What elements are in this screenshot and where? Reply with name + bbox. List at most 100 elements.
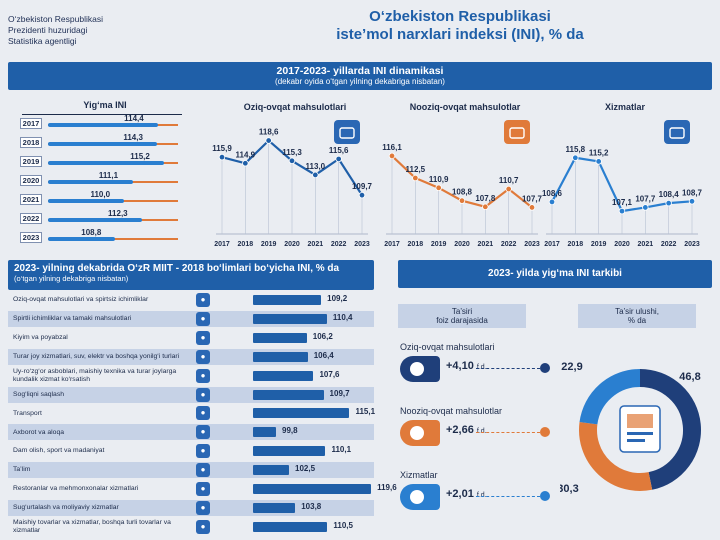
line-chart-tick-label: 2021 (308, 241, 324, 248)
shield-icon: ● (196, 500, 210, 515)
category-label: Restoranlar va mehmonxonalar xizmatlari (13, 485, 139, 493)
line-chart-value-label: 108,6 (542, 189, 563, 198)
shopping-bag-icon-glyph (509, 127, 525, 139)
gauge-icon-center (410, 426, 424, 440)
contribution-list: Oziq-ovqat mahsulotlari +4,10 f.d. Nooziq-… (398, 336, 568, 536)
line-chart-point (458, 197, 466, 204)
line-chart-tick-label: 2018 (568, 241, 584, 248)
line-chart-point (528, 204, 536, 211)
contribution-category-label: Xizmatlar (400, 470, 438, 480)
food-basket-icon (334, 120, 360, 144)
category-row: Transport ● 115,1 (8, 405, 375, 421)
document-chart-icon-line (627, 439, 645, 442)
section-categories-title: 2023- yilning dekabrida O‘zR MIIT - 2018… (14, 263, 340, 274)
year-bar (48, 142, 158, 146)
contribution-value: +2,01 f.d. (446, 488, 487, 500)
category-label: Spirtli ichimliklar va tamaki mahsulotla… (13, 315, 132, 323)
line-chart-point (412, 174, 419, 182)
year-value-label: 112,3 (108, 209, 128, 218)
line-chart-value-label: 116,1 (382, 143, 402, 152)
line-chart-value-label: 112,5 (406, 165, 426, 174)
year-bar (48, 237, 116, 241)
category-value-label: 119,6 (377, 483, 397, 492)
contribution-category-label: Nooziq-ovqat mahsulotlar (400, 406, 503, 416)
shopping-bag-icon (504, 120, 530, 144)
dish-icon: ● (196, 482, 210, 496)
category-label: Turar joy xizmatlari, suv, elektr va bos… (13, 352, 180, 360)
category-value-label: 110,4 (332, 312, 353, 322)
section-dynamics-subtitle: (dekabr oyida o‘tgan yilning dekabriga n… (275, 77, 445, 86)
line-chart-tick-label: 2022 (331, 241, 347, 248)
year-value-label: 114,3 (123, 133, 143, 142)
contribution-unit: f.d. (476, 428, 487, 435)
year-value-label: 108,8 (81, 228, 102, 237)
org-line-3: Statistika agentligi (8, 36, 77, 46)
line-chart-tick-label: 2023 (524, 241, 540, 248)
year-value-label: 115,2 (130, 152, 150, 161)
line-chart-value-label: 115,3 (282, 148, 302, 157)
contribution-unit: f.d. (476, 364, 487, 371)
categories-bar-chart: Oziq-ovqat mahsulotlari va spirtsiz ichi… (8, 292, 397, 538)
line-chart-point (388, 152, 396, 160)
year-value-label: 111,1 (98, 171, 119, 180)
category-bar (253, 332, 307, 343)
line-chart-point (642, 204, 649, 211)
line-chart-value-label: 114,9 (236, 150, 256, 159)
share-column-header: Ta’sir ulushi, % da (578, 304, 696, 328)
services-chart-title: Xizmatlar (604, 102, 646, 112)
document-chart-icon (619, 405, 661, 453)
category-value-label: 109,7 (329, 388, 350, 398)
line-chart-value-label: 118,6 (259, 128, 279, 137)
donut-value-label: 30,3 (560, 483, 579, 495)
category-value-label: 102,5 (295, 464, 316, 474)
category-value-label: 106,4 (313, 350, 334, 360)
line-chart-tick-label: 2022 (661, 241, 677, 248)
share-header-line-1: Ta’sir ulushi, (615, 307, 659, 316)
line-chart-value-label: 115,8 (566, 145, 586, 154)
line-chart-tick-label: 2021 (478, 241, 494, 248)
line-chart-value-label: 107,8 (475, 194, 496, 203)
contribution-connector (476, 432, 540, 433)
food-chart-title: Oziq-ovqat mahsulotlari (243, 102, 347, 112)
category-bar (253, 484, 372, 494)
year-bar (48, 199, 125, 203)
line-chart-value-label: 108,8 (452, 188, 473, 197)
category-label: Transport (13, 409, 42, 417)
line-chart-point (618, 207, 626, 215)
line-chart-value-label: 110,7 (499, 176, 519, 185)
line-chart-tick-label: 2018 (238, 241, 254, 248)
contribution-connector (476, 368, 540, 369)
line-chart-point (288, 157, 296, 165)
category-label: Oziq-ovqat mahsulotlari va spirtsiz ichi… (13, 296, 149, 304)
category-bar (253, 521, 328, 532)
donut-slice (579, 421, 653, 491)
gauge-icon-center (410, 490, 424, 504)
line-chart-point (548, 198, 556, 206)
tools-icon (664, 120, 690, 144)
year-label: 2020 (20, 175, 42, 186)
shirt-icon: ● (196, 330, 210, 345)
nonfood-chart-title: Nooziq-ovqat mahsulotlar (409, 102, 521, 112)
contribution-value: +2,66 f.d. (446, 424, 487, 436)
year-label: 2021 (20, 194, 42, 205)
category-label: Axborot va aloqa (13, 428, 65, 436)
year-value-label: 114,4 (124, 114, 144, 123)
category-row: Uy-ro‘zg‘or asboblari, maishiy texnika v… (8, 368, 374, 384)
section-categories-header: 2023- yilning dekabrida O‘zR MIIT - 2018… (8, 260, 374, 290)
line-chart-tick-label: 2023 (684, 241, 700, 248)
impact-column-header: Ta’siri foiz darajasida (398, 304, 526, 328)
line-chart-point (312, 171, 319, 179)
category-row: Sug‘urtalash va moliyaviy xizmatlar ● 103,… (8, 499, 374, 516)
contribution-dot (540, 427, 550, 437)
category-bar (253, 465, 289, 476)
year-bar (48, 218, 143, 222)
line-chart-value-label: 109,7 (352, 182, 373, 191)
summary-ini-title: Yig‘ma INI (83, 100, 127, 110)
summary-ini-chart: 2017 114,4 2018 114,3 2019 115,2 2020 111,1 2021… (20, 114, 185, 248)
category-row: Sog‘liqni saqlash ● 109,7 (8, 386, 374, 403)
line-chart-point (358, 191, 366, 199)
house-icon: ● (196, 349, 210, 364)
gauge-icon-center (410, 362, 424, 376)
line-chart-value-label: 113,0 (306, 162, 326, 171)
year-bar (48, 180, 133, 184)
